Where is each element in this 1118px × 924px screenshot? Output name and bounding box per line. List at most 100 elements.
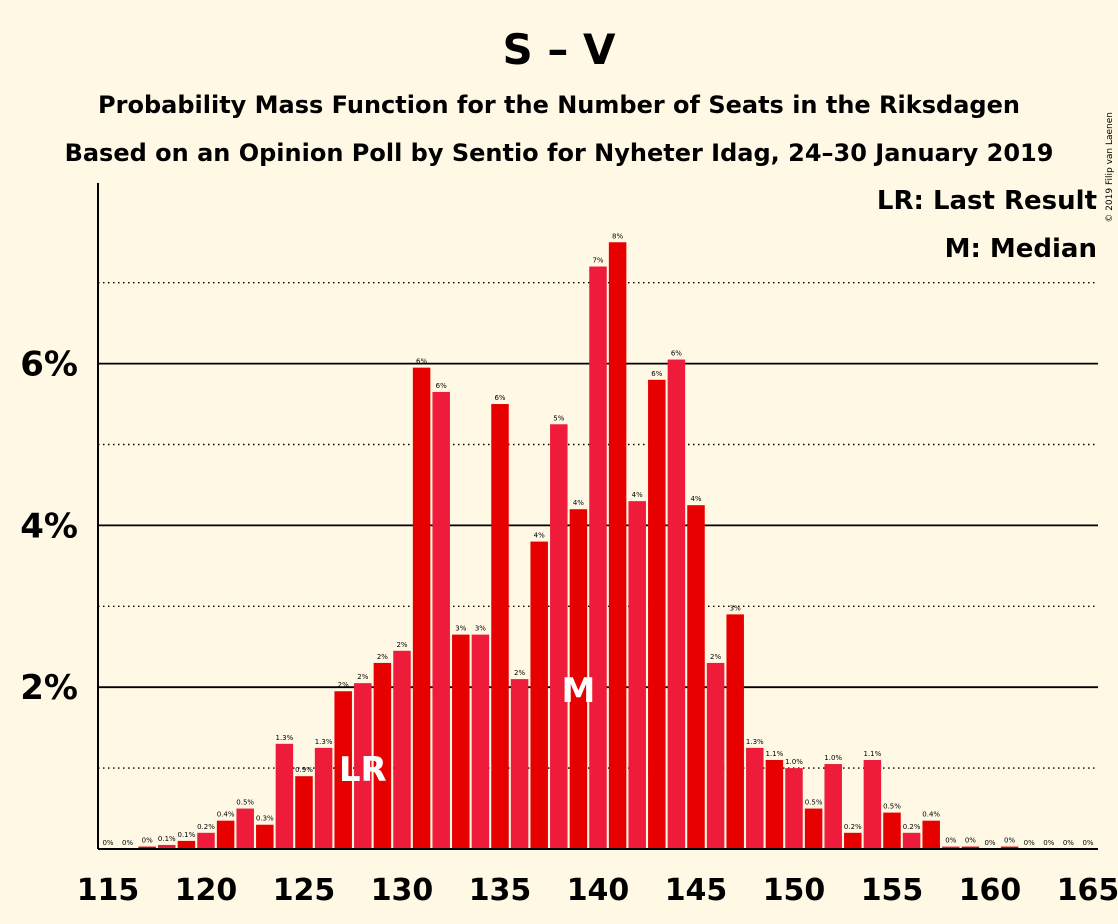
bar-134	[471, 634, 490, 849]
x-tick-160: 160	[959, 873, 1022, 908]
bar-label-124: 1.3%	[276, 734, 294, 742]
y-tick-4: 4%	[20, 506, 78, 546]
bar-label-118: 0.1%	[158, 835, 176, 843]
bar-label-136: 2%	[514, 669, 525, 677]
bar-135	[491, 404, 509, 849]
bar-label-135: 6%	[494, 394, 505, 402]
bar-label-161: 0%	[1004, 837, 1015, 845]
bar-label-165: 0%	[1082, 839, 1093, 847]
bar-label-142: 4%	[632, 491, 643, 499]
bar-130	[393, 650, 411, 849]
bar-124	[275, 743, 294, 849]
legend-median: M: Median	[945, 234, 1097, 264]
bar-119	[177, 840, 196, 849]
y-tick-6: 6%	[20, 345, 78, 385]
bar-144	[667, 359, 686, 849]
bar-150	[785, 768, 803, 849]
bar-label-155: 0.5%	[883, 803, 901, 811]
bar-147	[726, 614, 744, 849]
bar-137	[530, 541, 548, 849]
bar-label-151: 0.5%	[805, 799, 823, 807]
x-tick-135: 135	[469, 873, 532, 908]
bar-146	[706, 662, 725, 849]
bar-157	[922, 820, 940, 849]
bar-155	[883, 812, 901, 849]
bar-label-137: 4%	[534, 532, 545, 540]
bar-label-116: 0%	[122, 839, 133, 847]
chart-title: S – V	[503, 25, 616, 74]
bar-label-152: 1.0%	[824, 754, 842, 762]
x-tick-150: 150	[763, 873, 826, 908]
bar-156	[902, 832, 921, 849]
bar-label-131: 6%	[416, 358, 427, 366]
y-tick-2: 2%	[20, 668, 78, 708]
bar-label-160: 0%	[984, 839, 995, 847]
bar-label-153: 0.2%	[844, 823, 862, 831]
bar-149	[765, 760, 784, 849]
bar-label-156: 0.2%	[903, 823, 921, 831]
bar-152	[824, 764, 842, 849]
x-tick-130: 130	[371, 873, 434, 908]
bar-120	[197, 832, 215, 849]
bar-label-150: 1.0%	[785, 758, 803, 766]
last-result-marker: LR	[339, 750, 387, 790]
x-tick-145: 145	[665, 873, 728, 908]
bar-label-140: 7%	[592, 257, 603, 265]
bar-139	[569, 509, 588, 849]
bar-133	[452, 634, 470, 849]
bar-148	[746, 747, 764, 849]
bar-127	[334, 691, 352, 849]
bar-123	[256, 824, 274, 849]
x-tick-125: 125	[273, 873, 336, 908]
bar-label-119: 0.1%	[178, 831, 196, 839]
bar-142	[628, 501, 646, 849]
bar-label-120: 0.2%	[197, 823, 215, 831]
bar-label-144: 6%	[671, 350, 682, 358]
bar-154	[863, 760, 882, 849]
bar-label-145: 4%	[690, 495, 701, 503]
bar-data-labels: 0% 0% 0% 0.1%0.1%0.2%0.4%0.5%0.3%1.3%0.9%1.…	[102, 232, 1093, 847]
bar-markers: LR M	[339, 671, 595, 790]
bar-129	[373, 662, 392, 849]
bar-118	[158, 844, 176, 849]
bar-128	[354, 683, 372, 849]
bar-158	[942, 846, 960, 849]
bar-145	[687, 505, 705, 849]
bar-153	[844, 832, 862, 849]
bar-label-122: 0.5%	[236, 799, 254, 807]
bar-151	[804, 808, 823, 849]
x-tick-115: 115	[77, 873, 140, 908]
bar-series	[138, 242, 1019, 849]
bar-label-115: 0%	[102, 839, 113, 847]
chart-subtitle: Probability Mass Function for the Number…	[98, 91, 1020, 119]
bar-label-121: 0.4%	[217, 811, 235, 819]
bar-143	[648, 379, 666, 849]
bar-159	[961, 846, 980, 849]
x-tick-165: 165	[1057, 873, 1118, 908]
bar-label-149: 1.1%	[766, 750, 784, 758]
bar-label-125: 0.9%	[295, 766, 313, 774]
bar-label-147: 3%	[730, 604, 741, 612]
bar-label-117: 0%	[142, 837, 153, 845]
chart-subtitle-source: Based on an Opinion Poll by Sentio for N…	[65, 139, 1054, 167]
bar-label-138: 5%	[553, 414, 564, 422]
legend-last-result: LR: Last Result	[877, 186, 1097, 216]
median-marker: M	[561, 671, 595, 711]
bar-label-129: 2%	[377, 653, 388, 661]
bar-label-162: 0%	[1024, 839, 1035, 847]
bar-label-159: 0%	[965, 837, 976, 845]
bar-140	[589, 266, 607, 849]
bar-label-132: 6%	[436, 382, 447, 390]
bar-label-157: 0.4%	[922, 811, 940, 819]
bar-132	[432, 391, 450, 849]
x-tick-140: 140	[567, 873, 630, 908]
bar-label-123: 0.3%	[256, 815, 274, 823]
copyright-note: © 2019 Filip van Laenen	[1105, 112, 1115, 223]
bar-121	[216, 820, 235, 849]
bar-122	[236, 808, 254, 849]
bar-label-134: 3%	[475, 625, 486, 633]
x-tick-labels: 115 120 125 130 135 140 145 150 155 160 165	[77, 873, 1118, 908]
bar-136	[510, 679, 529, 849]
bar-label-126: 1.3%	[315, 738, 333, 746]
